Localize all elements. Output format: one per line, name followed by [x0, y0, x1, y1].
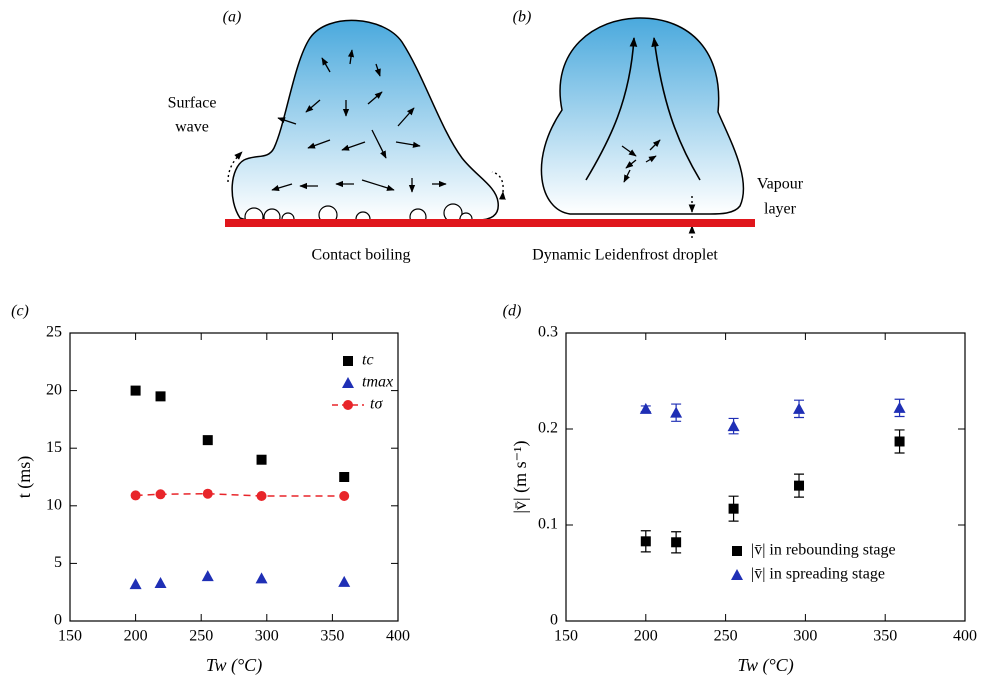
caption: Dynamic Leidenfrost droplet	[532, 247, 718, 264]
annotation: Surface	[168, 95, 217, 112]
marker	[339, 472, 350, 482]
marker	[255, 572, 268, 584]
flow-arrows	[271, 49, 661, 193]
y-axis-label: t (ms)	[14, 456, 35, 499]
legend-label: |v̄| in rebounding stage	[751, 542, 896, 559]
legend-label: tσ	[370, 396, 383, 413]
droplet-b	[540, 17, 745, 215]
y-tick-label: 0	[550, 612, 558, 629]
marker	[155, 489, 166, 500]
x-tick-label: 150	[554, 628, 578, 645]
marker	[154, 576, 167, 588]
x-tick-label: 400	[953, 628, 977, 645]
y-tick-label: 5	[54, 554, 62, 571]
series-line	[135, 492, 345, 497]
x-tick-label: 200	[634, 628, 658, 645]
marker	[727, 420, 740, 432]
marker	[155, 391, 166, 402]
marker	[129, 578, 142, 590]
wave-arrows	[227, 151, 696, 238]
y-tick-label: 0	[54, 612, 62, 629]
panel-label: (d)	[503, 303, 522, 320]
marker	[202, 435, 213, 446]
panel-label: (a)	[223, 9, 242, 26]
marker	[338, 575, 351, 587]
marker	[893, 401, 906, 413]
x-tick-label: 250	[714, 628, 738, 645]
panel-label: (c)	[11, 303, 29, 320]
legend-marker	[343, 400, 353, 410]
marker	[671, 537, 682, 548]
marker	[670, 406, 683, 418]
legend-marker	[732, 546, 742, 556]
marker	[640, 536, 651, 547]
caption: Contact boiling	[311, 247, 410, 264]
plot-frame	[565, 332, 966, 622]
annotation: Vapour	[757, 176, 804, 193]
y-tick-label: 15	[46, 439, 62, 456]
marker	[794, 480, 805, 491]
x-tick-label: 300	[255, 628, 279, 645]
marker	[339, 491, 350, 502]
marker	[201, 570, 214, 582]
y-tick-label: 20	[46, 381, 62, 398]
heated-surface	[225, 219, 755, 227]
legend-marker	[731, 569, 743, 580]
x-tick-label: 300	[793, 628, 817, 645]
annotation: layer	[764, 201, 797, 218]
y-tick-label: 10	[46, 496, 62, 513]
x-tick-label: 350	[873, 628, 897, 645]
marker	[202, 488, 213, 499]
marker	[256, 491, 267, 502]
marker	[639, 402, 652, 414]
legend-label: tc	[362, 352, 374, 369]
marker	[256, 454, 267, 465]
diagram: (a) (b) Surface wave Vapour layer Contac…	[11, 9, 804, 320]
x-axis-label: Tw (°C)	[737, 655, 793, 676]
x-tick-label: 400	[386, 628, 410, 645]
x-tick-label: 200	[124, 628, 148, 645]
y-axis-label: |v̄| (m s⁻¹)	[510, 440, 531, 513]
plot-frame	[69, 332, 399, 622]
y-tick-label: 0.2	[538, 420, 558, 437]
marker	[130, 385, 141, 396]
stream-arrows	[585, 37, 701, 181]
x-tick-label: 150	[58, 628, 82, 645]
marker	[130, 490, 141, 501]
panel-label: (b)	[513, 9, 532, 26]
x-axis-label: Tw (°C)	[206, 655, 262, 676]
legend-label: tmax	[362, 374, 393, 391]
marker	[728, 503, 739, 514]
annotation: wave	[175, 119, 209, 136]
legend-label: |v̄| in spreading stage	[751, 566, 885, 583]
marker	[894, 436, 905, 447]
x-tick-label: 350	[320, 628, 344, 645]
x-tick-label: 250	[189, 628, 213, 645]
y-tick-label: 25	[46, 324, 62, 341]
droplet-a	[231, 19, 499, 221]
legend-marker	[342, 377, 354, 388]
marker	[793, 402, 806, 414]
y-tick-label: 0.1	[538, 516, 558, 533]
legend-marker	[343, 356, 353, 366]
y-tick-label: 0.3	[538, 324, 558, 341]
